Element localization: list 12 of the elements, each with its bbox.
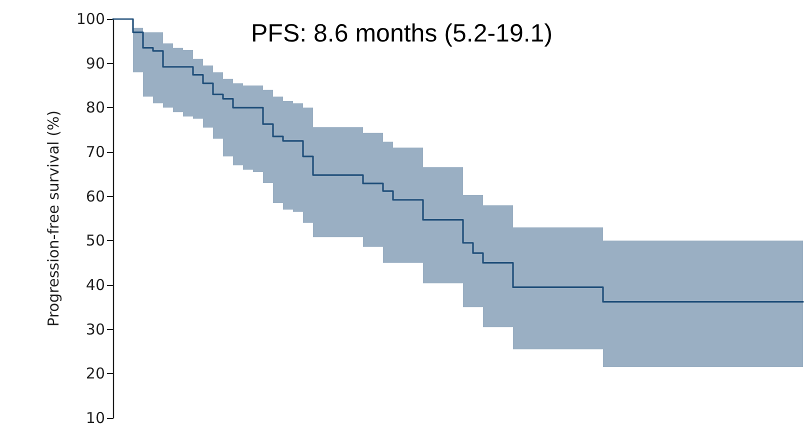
y-axis-title: Progression-free survival (%) xyxy=(44,110,62,327)
chart-title: PFS: 8.6 months (5.2-19.1) xyxy=(251,20,553,48)
y-tick-label: 10 xyxy=(86,409,105,427)
y-tick-label: 80 xyxy=(86,98,105,117)
y-tick-label: 100 xyxy=(76,10,105,28)
y-tick-label: 60 xyxy=(86,187,105,206)
y-tick-label: 20 xyxy=(86,364,105,383)
y-tick-label: 90 xyxy=(86,54,105,72)
y-tick-label: 70 xyxy=(86,143,105,161)
y-tick-label: 50 xyxy=(86,232,105,250)
y-tick-label: 30 xyxy=(86,320,105,338)
y-tick-label: 40 xyxy=(86,276,105,294)
